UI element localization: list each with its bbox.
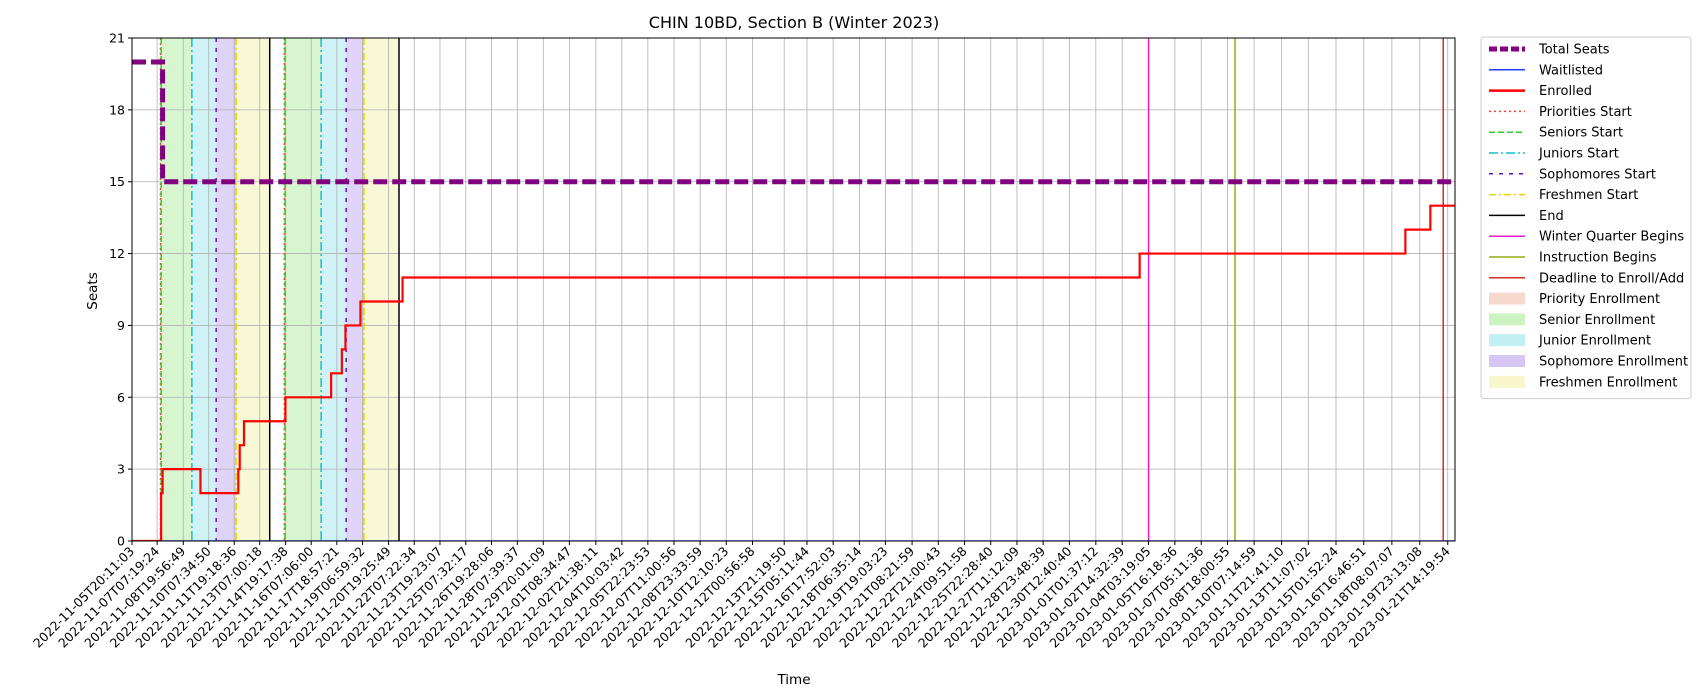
junior-enrollment-band [191, 38, 217, 541]
legend-entry-enrolled: Enrolled [1489, 84, 1592, 99]
legend-label: Total Seats [1538, 43, 1610, 58]
y-tick-label: 15 [109, 174, 125, 189]
legend-label: Instruction Begins [1539, 251, 1657, 266]
legend-swatch [1489, 375, 1525, 388]
enrolled-series-line [132, 204, 1455, 541]
legend-entry-waitlisted: Waitlisted [1489, 63, 1603, 78]
legend-label: Sophomores Start [1539, 167, 1656, 182]
legend: Total Seats Waitlisted Enrolled Priorities … [1480, 36, 1692, 400]
chart-title: CHIN 10BD, Section B (Winter 2023) [649, 13, 939, 32]
junior-enrollment-band [321, 38, 347, 541]
legend-label: Juniors Start [1538, 147, 1619, 162]
legend-swatch [1489, 334, 1525, 347]
legend-entry-instruction-begins: Instruction Begins [1489, 251, 1657, 266]
y-axis-label: Seats [85, 272, 101, 309]
y-tick-label: 18 [109, 102, 125, 117]
legend-entry-end: End [1489, 209, 1564, 224]
freshmen-enrollment-band [236, 38, 270, 541]
x-axis-label: Time [776, 672, 810, 688]
y-axis-ticks: 0 3 6 9 12 15 18 21 [109, 31, 132, 549]
y-tick-label: 3 [117, 462, 125, 477]
x-axis-ticks: 2022-11-05T20:11:032022-11-07T07:19:2420… [30, 541, 1453, 651]
legend-box [1480, 36, 1692, 400]
legend-label: Enrolled [1539, 84, 1592, 99]
legend-label: Sophomore Enrollment [1539, 355, 1688, 370]
legend-entry-senior-enrollment: Senior Enrollment [1489, 313, 1655, 328]
legend-label: Freshmen Enrollment [1539, 375, 1677, 390]
legend-label: Waitlisted [1539, 63, 1603, 78]
legend-entry-sophomore-enrollment: Sophomore Enrollment [1489, 355, 1688, 370]
grid-lines [131, 37, 1455, 542]
y-tick-label: 9 [117, 318, 125, 333]
legend-entry-deadline-to-enroll-add: Deadline to Enroll/Add [1489, 271, 1684, 286]
legend-label: Seniors Start [1539, 126, 1623, 141]
y-tick-label: 0 [117, 534, 125, 549]
legend-entry-sophomores-start: Sophomores Start [1489, 167, 1656, 182]
legend-label: Senior Enrollment [1539, 313, 1655, 328]
enrollment-period-shading [160, 38, 399, 541]
plot-frame [131, 37, 1456, 542]
legend-entry-freshmen-enrollment: Freshmen Enrollment [1489, 375, 1677, 390]
legend-entry-junior-enrollment: Junior Enrollment [1489, 334, 1651, 349]
sophomore-enrollment-band [346, 38, 364, 541]
milestone-lines [159, 38, 1444, 541]
legend-label: Priority Enrollment [1539, 292, 1660, 307]
y-tick-label: 6 [117, 390, 125, 405]
legend-label: Junior Enrollment [1538, 334, 1651, 349]
senior-enrollment-band [285, 38, 322, 541]
legend-entry-freshmen-start: Freshmen Start [1489, 188, 1638, 203]
legend-entry-seniors-start: Seniors Start [1489, 126, 1623, 141]
freshmen-enrollment-band [363, 38, 399, 541]
data-series [132, 59, 1455, 541]
legend-label: Freshmen Start [1539, 188, 1638, 203]
legend-label: Winter Quarter Begins [1539, 230, 1684, 245]
legend-label: Priorities Start [1539, 105, 1632, 120]
legend-entry-priorities-start: Priorities Start [1489, 105, 1632, 120]
y-tick-label: 12 [109, 246, 125, 261]
legend-label: Deadline to Enroll/Add [1539, 271, 1684, 286]
senior-enrollment-band [161, 38, 192, 541]
legend-label: End [1539, 209, 1564, 224]
y-tick-label: 21 [109, 31, 125, 46]
legend-swatch [1489, 313, 1525, 326]
legend-entry-juniors-start: Juniors Start [1489, 147, 1619, 162]
legend-entry-winter-quarter-begins: Winter Quarter Begins [1489, 230, 1684, 245]
legend-entry-priority-enrollment: Priority Enrollment [1489, 292, 1660, 307]
sophomore-enrollment-band [216, 38, 237, 541]
legend-swatch [1489, 355, 1525, 367]
legend-entry-total-seats: Total Seats [1489, 43, 1610, 58]
legend-swatch [1489, 292, 1525, 305]
